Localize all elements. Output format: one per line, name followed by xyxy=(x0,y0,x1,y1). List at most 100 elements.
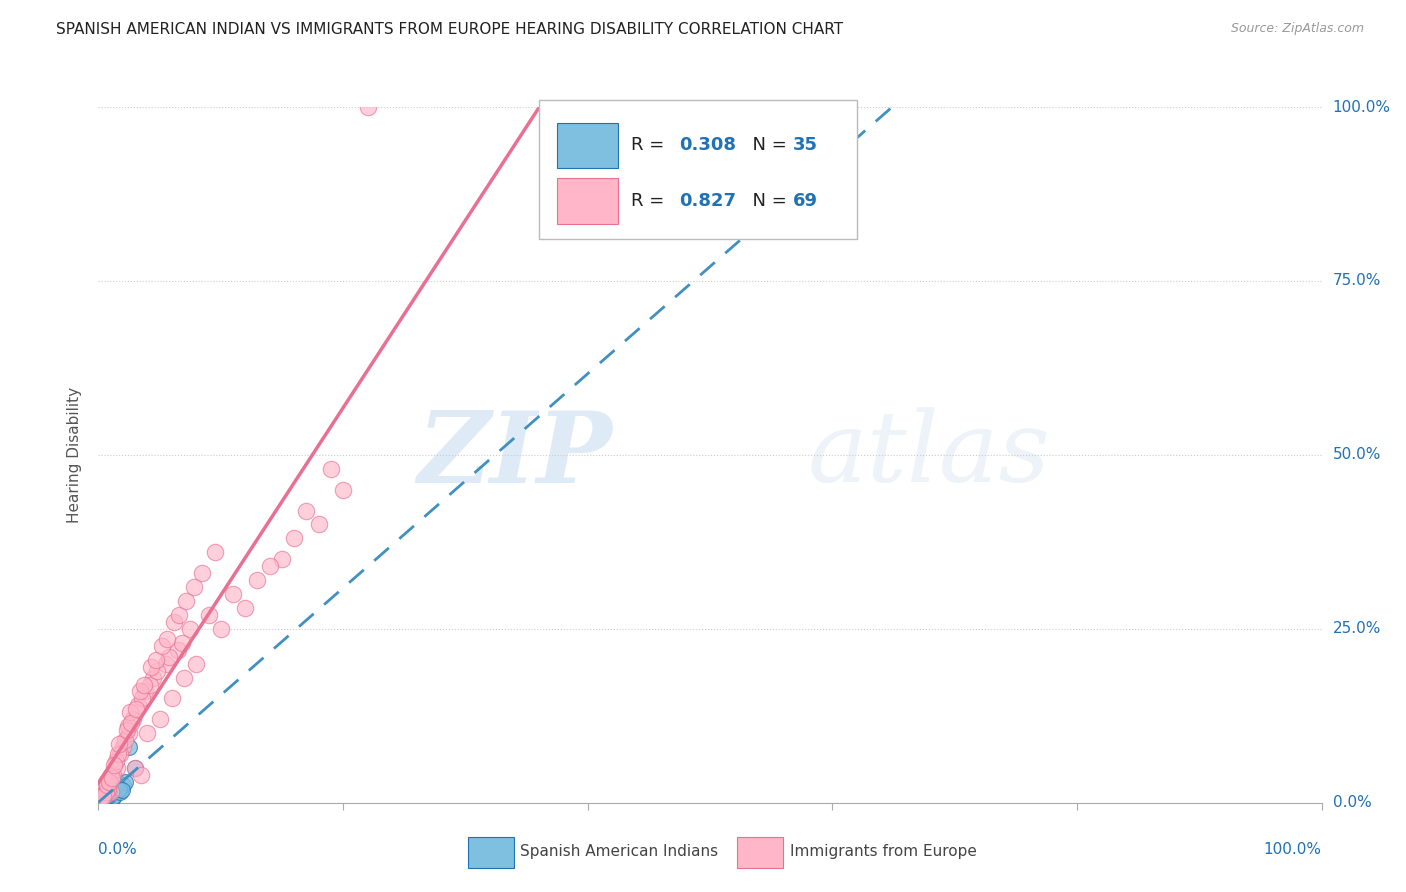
Point xyxy=(145,653,167,667)
Text: 0.308: 0.308 xyxy=(679,136,737,154)
FancyBboxPatch shape xyxy=(557,123,619,168)
Point xyxy=(167,607,190,622)
Point xyxy=(104,754,127,768)
Point xyxy=(142,671,165,685)
Point xyxy=(91,790,114,805)
Point xyxy=(259,559,281,574)
Point xyxy=(233,601,256,615)
Point xyxy=(129,768,152,782)
Text: 75.0%: 75.0% xyxy=(1333,274,1381,288)
Point xyxy=(183,580,205,594)
Text: Spanish American Indians: Spanish American Indians xyxy=(520,844,718,859)
Point xyxy=(124,761,146,775)
Point xyxy=(136,726,159,740)
Point xyxy=(94,789,117,803)
Point xyxy=(118,726,141,740)
Point xyxy=(101,790,124,805)
Point xyxy=(100,785,122,799)
Point xyxy=(111,740,134,755)
Point xyxy=(91,789,114,803)
Point xyxy=(105,775,128,789)
Text: 35: 35 xyxy=(793,136,818,154)
Point xyxy=(173,671,195,685)
Point xyxy=(222,587,245,601)
Point xyxy=(107,781,129,796)
Point xyxy=(105,761,128,775)
Point xyxy=(94,788,117,802)
FancyBboxPatch shape xyxy=(737,837,783,868)
Point xyxy=(118,740,141,755)
Point xyxy=(97,781,120,796)
Point xyxy=(179,622,201,636)
Point xyxy=(93,789,115,804)
Point xyxy=(97,789,120,803)
Point xyxy=(108,737,131,751)
Text: Immigrants from Europe: Immigrants from Europe xyxy=(790,844,976,859)
Text: 50.0%: 50.0% xyxy=(1333,448,1381,462)
Point xyxy=(209,622,232,636)
Point xyxy=(132,677,155,691)
Text: 0.0%: 0.0% xyxy=(98,842,138,856)
Point xyxy=(139,677,162,691)
Text: Source: ZipAtlas.com: Source: ZipAtlas.com xyxy=(1230,22,1364,36)
Point xyxy=(121,712,143,726)
Point xyxy=(111,778,134,792)
Point xyxy=(157,649,180,664)
Point xyxy=(283,532,305,546)
FancyBboxPatch shape xyxy=(557,178,619,224)
Point xyxy=(91,792,114,806)
Point xyxy=(332,483,354,497)
Point xyxy=(115,723,138,737)
Point xyxy=(129,684,152,698)
Point xyxy=(120,715,142,730)
Point xyxy=(89,790,111,805)
Point xyxy=(319,462,342,476)
Text: atlas: atlas xyxy=(808,408,1050,502)
Point xyxy=(108,781,131,796)
FancyBboxPatch shape xyxy=(468,837,515,868)
Text: R =: R = xyxy=(630,136,669,154)
Text: ZIP: ZIP xyxy=(418,407,612,503)
Point xyxy=(96,778,118,792)
FancyBboxPatch shape xyxy=(538,100,856,239)
Point xyxy=(90,792,112,806)
Point xyxy=(270,552,294,566)
Point xyxy=(191,566,214,581)
Point xyxy=(103,789,125,803)
Text: 100.0%: 100.0% xyxy=(1264,842,1322,856)
Text: N =: N = xyxy=(741,136,792,154)
Point xyxy=(156,632,179,647)
Point xyxy=(295,503,318,517)
Point xyxy=(176,594,198,608)
Point xyxy=(91,788,114,802)
Point xyxy=(125,702,148,716)
Point xyxy=(91,789,114,803)
Point xyxy=(89,794,111,808)
Point xyxy=(107,747,129,761)
Point xyxy=(186,657,208,671)
Point xyxy=(96,792,118,806)
Point xyxy=(93,781,115,796)
Point xyxy=(98,785,121,799)
Text: R =: R = xyxy=(630,192,669,210)
Y-axis label: Hearing Disability: Hearing Disability xyxy=(67,387,83,523)
Point xyxy=(120,706,142,720)
Point xyxy=(87,794,110,808)
Text: SPANISH AMERICAN INDIAN VS IMMIGRANTS FROM EUROPE HEARING DISABILITY CORRELATION: SPANISH AMERICAN INDIAN VS IMMIGRANTS FR… xyxy=(56,22,844,37)
Point xyxy=(98,775,121,789)
Point xyxy=(89,793,111,807)
Text: 0.827: 0.827 xyxy=(679,192,737,210)
Point xyxy=(356,100,378,114)
Point xyxy=(204,545,226,559)
Point xyxy=(100,789,122,803)
Point xyxy=(117,719,139,733)
Point xyxy=(101,791,124,805)
Text: 100.0%: 100.0% xyxy=(1333,100,1391,114)
Point xyxy=(111,783,134,797)
Point xyxy=(104,778,127,792)
Point xyxy=(90,792,112,806)
Point xyxy=(93,785,115,799)
Point xyxy=(97,781,120,796)
Point xyxy=(90,789,112,803)
Text: N =: N = xyxy=(741,192,792,210)
